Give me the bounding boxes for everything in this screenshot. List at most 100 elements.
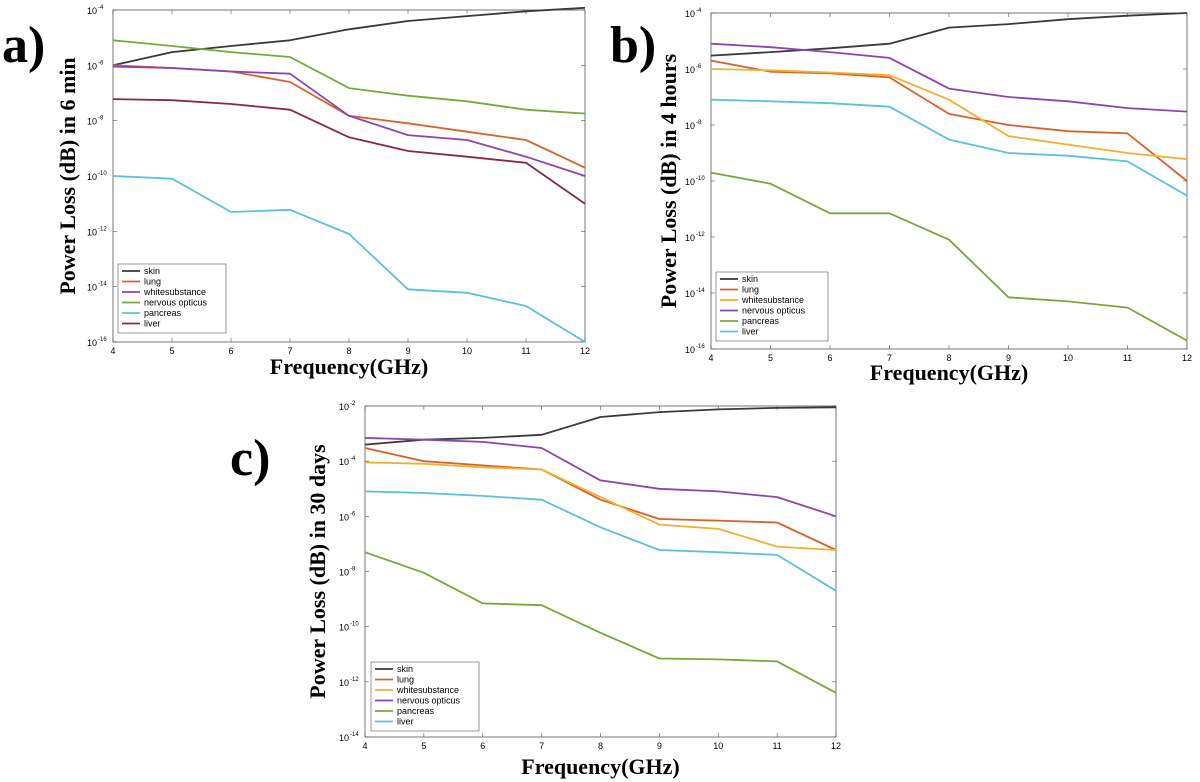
y-axis-label: Power Loss (dB) in 6 min (55, 57, 80, 294)
x-tick-label: 9 (405, 346, 410, 356)
y-tick-label: 10 (87, 227, 97, 237)
legend-label: skin (742, 274, 758, 284)
y-tick-exponent: -12 (696, 232, 705, 238)
x-tick-label: 10 (1063, 353, 1073, 363)
legend-label: lung (742, 285, 759, 295)
y-tick-label: 10 (339, 623, 349, 633)
x-tick-label: 6 (827, 353, 832, 363)
y-tick-exponent: -4 (350, 456, 356, 462)
y-tick-exponent: -8 (350, 567, 356, 573)
y-tick-exponent: -16 (98, 337, 107, 343)
series-line-pancreas (710, 171, 1188, 342)
x-tick-label: 5 (169, 346, 174, 356)
panel-letter: a) (2, 17, 45, 74)
x-axis-label: Frequency(GHz) (870, 360, 1028, 385)
legend-box (370, 661, 480, 732)
legend-label: pancreas (144, 308, 182, 318)
y-tick-exponent: -14 (98, 282, 107, 288)
legend-label: pancreas (397, 706, 435, 716)
series-line-whitesubstance (112, 65, 586, 177)
series-line-skin (710, 12, 1188, 57)
x-tick-label: 4 (110, 346, 115, 356)
y-tick-label: 10 (339, 678, 349, 688)
y-tick-label: 10 (685, 289, 695, 299)
series-line-liver (364, 490, 837, 592)
y-tick-label: 10 (685, 9, 695, 19)
x-tick-label: 9 (657, 741, 662, 751)
y-tick-label: 10 (685, 65, 695, 75)
x-tick-label: 12 (1182, 353, 1192, 363)
x-axis-label: Frequency(GHz) (521, 754, 679, 779)
series-line-nervous-opticus (112, 39, 586, 115)
x-tick-label: 12 (580, 346, 590, 356)
x-tick-label: 6 (480, 741, 485, 751)
x-tick-label: 5 (768, 353, 773, 363)
legend-label: nervous opticus (397, 696, 461, 706)
legend-label: nervous opticus (144, 298, 208, 308)
legend-box (117, 263, 227, 334)
chart-panel-a: a)4 5 6 7 8 9 10 11 1210-1610-1410-1210-1010-810… (2, 5, 590, 379)
y-tick-exponent: -14 (696, 288, 705, 294)
x-tick-label: 12 (831, 741, 841, 751)
x-tick-label: 8 (598, 741, 603, 751)
y-tick-label: 10 (87, 172, 97, 182)
y-tick-label: 10 (685, 121, 695, 131)
legend-label: whitesubstance (396, 685, 459, 695)
legend-label: pancreas (742, 316, 780, 326)
y-tick-exponent: -14 (350, 732, 359, 738)
y-tick-label: 10 (685, 345, 695, 355)
x-tick-label: 10 (713, 741, 723, 751)
y-tick-label: 10 (87, 117, 97, 127)
x-tick-label: 7 (539, 741, 544, 751)
y-tick-label: 10 (339, 457, 349, 467)
y-tick-exponent: -4 (98, 5, 104, 11)
chart-panel-b: b)4 5 6 7 8 9 10 11 1210-1610-1410-1210-1010-810… (610, 8, 1192, 385)
legend-box (715, 271, 829, 342)
y-tick-label: 10 (339, 568, 349, 578)
y-axis-label: Power Loss (dB) in 30 days (305, 444, 330, 699)
y-tick-label: 10 (87, 6, 97, 16)
legend-label: liver (742, 327, 759, 337)
x-tick-label: 6 (228, 346, 233, 356)
y-tick-exponent: -10 (98, 171, 107, 177)
y-tick-exponent: -10 (350, 622, 359, 628)
y-tick-exponent: -2 (350, 401, 356, 407)
y-tick-exponent: -4 (696, 8, 702, 14)
legend-label: skin (144, 266, 160, 276)
y-tick-label: 10 (87, 338, 97, 348)
y-tick-exponent: -16 (696, 344, 705, 350)
series-line-nervous-opticus (710, 42, 1188, 113)
series-line-liver (710, 98, 1188, 197)
x-tick-label: 4 (362, 741, 367, 751)
y-tick-label: 10 (87, 61, 97, 71)
series-line-lung (364, 447, 837, 551)
x-tick-label: 5 (421, 741, 426, 751)
y-tick-exponent: -8 (98, 116, 104, 122)
y-tick-label: 10 (87, 283, 97, 293)
legend-label: liver (144, 319, 161, 329)
legend-label: lung (397, 675, 414, 685)
x-tick-label: 4 (708, 353, 713, 363)
legend-label: whitesubstance (741, 295, 804, 305)
legend-label: whitesubstance (143, 287, 206, 297)
series-line-whitesubstance (364, 461, 837, 551)
y-tick-label: 10 (685, 177, 695, 187)
y-tick-label: 10 (339, 512, 349, 522)
series-line-pancreas (364, 551, 837, 694)
y-tick-exponent: -10 (696, 176, 705, 182)
series-line-liver (112, 98, 586, 205)
x-tick-label: 7 (887, 353, 892, 363)
x-tick-label: 11 (521, 346, 530, 356)
series-line-pancreas (112, 175, 586, 343)
legend-label: liver (397, 717, 414, 727)
x-tick-label: 8 (946, 353, 951, 363)
legend-label: lung (144, 277, 161, 287)
x-tick-label: 11 (1123, 353, 1132, 363)
y-tick-exponent: -6 (350, 511, 356, 517)
y-tick-exponent: -12 (98, 226, 107, 232)
y-tick-label: 10 (339, 402, 349, 412)
